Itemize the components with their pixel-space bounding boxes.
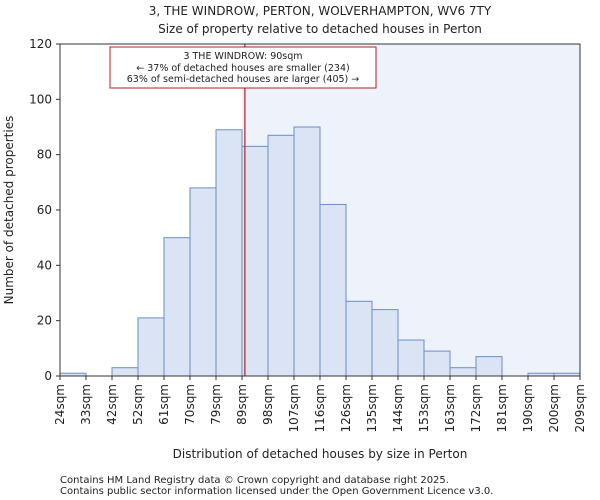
bar-42sqm xyxy=(111,367,139,377)
bars-group xyxy=(59,126,581,377)
x-tick-label: 163sqm xyxy=(443,384,457,432)
y-tick-label: 20 xyxy=(37,314,52,328)
x-tick-label: 190sqm xyxy=(521,384,535,432)
x-tick-label: 172sqm xyxy=(469,384,483,432)
y-tick-label: 40 xyxy=(37,258,52,272)
x-tick-label: 79sqm xyxy=(209,384,223,425)
bar-107sqm xyxy=(293,126,321,377)
bar-98sqm xyxy=(267,134,295,377)
bar-79sqm xyxy=(215,129,243,377)
x-tick-label: 24sqm xyxy=(53,384,67,425)
y-tick-label: 100 xyxy=(29,92,52,106)
chart-title-line1: 3, THE WINDROW, PERTON, WOLVERHAMPTON, W… xyxy=(149,4,492,18)
x-axis-label: Distribution of detached houses by size … xyxy=(173,447,468,461)
x-axis: 24sqm 33sqm 42sqm 52sqm 61sqm 70sqm 79sqm 89sqm… xyxy=(53,376,587,432)
x-tick-label: 89sqm xyxy=(235,384,249,425)
bar-70sqm xyxy=(189,187,217,377)
annotation-box: 3 THE WINDROW: 90sqm ← 37% of detached h… xyxy=(109,46,377,89)
x-tick-label: 144sqm xyxy=(391,384,405,432)
bar-89sqm xyxy=(241,145,269,377)
x-tick-label: 61sqm xyxy=(157,384,171,425)
annotation-line1: 3 THE WINDROW: 90sqm xyxy=(183,51,302,62)
x-tick-label: 153sqm xyxy=(417,384,431,432)
bar-126sqm xyxy=(345,300,373,377)
x-tick-label: 181sqm xyxy=(495,384,509,432)
chart-title-line2: Size of property relative to detached ho… xyxy=(158,22,482,36)
x-tick-label: 52sqm xyxy=(131,384,145,425)
x-tick-label: 116sqm xyxy=(313,384,327,432)
x-tick-label: 135sqm xyxy=(365,384,379,432)
x-tick-label: 209sqm xyxy=(573,384,587,432)
bar-135sqm xyxy=(371,309,399,377)
x-tick-label: 42sqm xyxy=(105,384,119,425)
bar-163sqm xyxy=(449,367,477,377)
x-tick-label: 107sqm xyxy=(287,384,301,432)
bar-153sqm xyxy=(423,350,451,377)
footer-line1: Contains HM Land Registry data © Crown c… xyxy=(60,475,449,486)
y-axis: 0 20 40 60 80 100 120 xyxy=(29,37,60,383)
y-tick-label: 80 xyxy=(37,148,52,162)
y-tick-label: 60 xyxy=(37,203,52,217)
annotation-line3: 63% of semi-detached houses are larger (… xyxy=(127,74,360,85)
bar-116sqm xyxy=(319,203,347,377)
x-tick-label: 98sqm xyxy=(261,384,275,425)
y-tick-label: 0 xyxy=(44,369,52,383)
x-tick-label: 200sqm xyxy=(547,384,561,432)
x-tick-label: 126sqm xyxy=(339,384,353,432)
x-tick-label: 70sqm xyxy=(183,384,197,425)
y-tick-label: 120 xyxy=(29,37,52,51)
bar-52sqm xyxy=(137,317,165,377)
bar-172sqm xyxy=(475,356,503,377)
x-tick-label: 33sqm xyxy=(79,384,93,425)
bar-144sqm xyxy=(397,339,425,377)
bar-61sqm xyxy=(163,237,191,377)
footer-line2: Contains public sector information licen… xyxy=(60,486,493,497)
y-axis-label: Number of detached properties xyxy=(2,116,16,305)
annotation-line2: ← 37% of detached houses are smaller (23… xyxy=(136,63,349,74)
